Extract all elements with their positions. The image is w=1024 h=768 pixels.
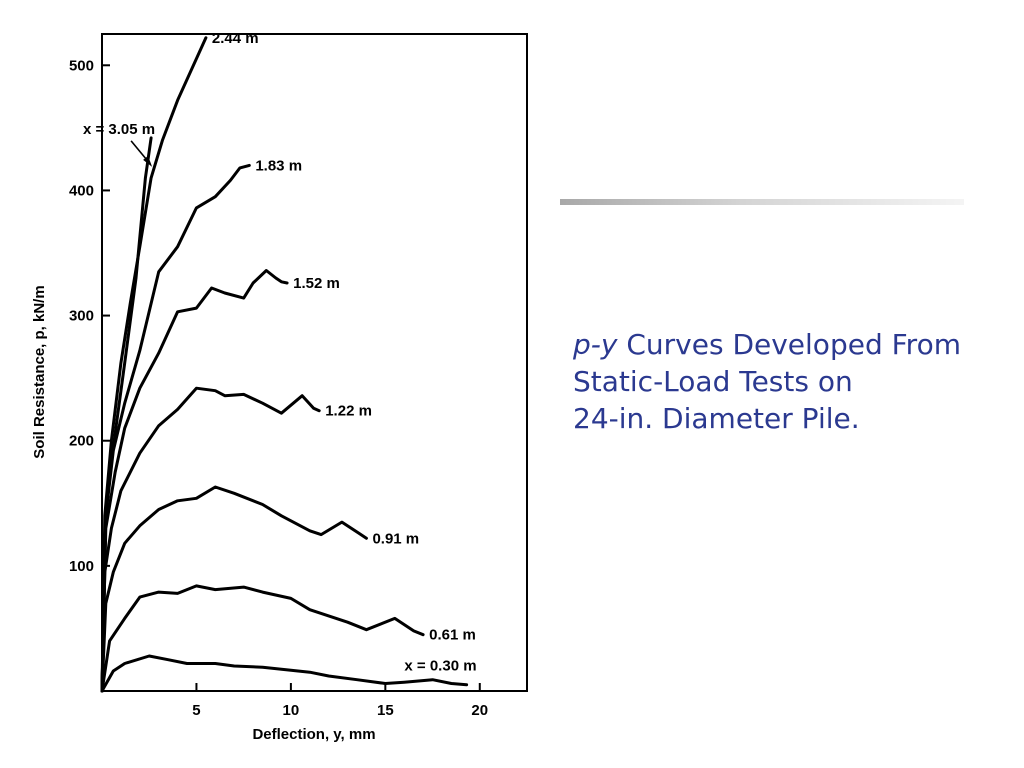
caption-line-3: 24-in. Diameter Pile. — [573, 402, 860, 435]
curve-series-7 — [100, 36, 208, 693]
y-tick-label: 300 — [69, 308, 94, 325]
y-tick-label: 400 — [69, 182, 94, 199]
curve-label: 1.52 m — [293, 275, 340, 292]
curve-series-0 — [100, 654, 469, 693]
curve-label: 0.61 m — [429, 627, 476, 644]
x-tick-label: 5 — [192, 702, 200, 719]
y-tick-label: 200 — [69, 433, 94, 450]
curve-label: 1.83 m — [255, 157, 302, 174]
curves — [100, 36, 469, 693]
slide-caption: p-y Curves Developed From Static-Load Te… — [573, 326, 1013, 437]
caption-line-2: Static-Load Tests on — [573, 365, 853, 398]
caption-line-1: p-y Curves Developed From — [573, 326, 1013, 363]
curve-labels: x = 0.30 m 0.61 m 0.91 m 1.22 m 1.52 m 1.83 m… — [83, 30, 477, 675]
decorative-rule — [560, 199, 964, 205]
curve-label: 1.22 m — [325, 403, 372, 420]
x-tick-label: 15 — [377, 702, 394, 719]
label-arrowhead — [143, 155, 153, 167]
curve-series-1 — [100, 584, 425, 693]
curve-label: x = 0.30 m — [404, 658, 476, 675]
curve-series-4 — [100, 269, 289, 693]
x-axis-title: Deflection, y, mm — [252, 726, 375, 743]
y-tick-label: 100 — [69, 558, 94, 575]
curve-series-3 — [100, 386, 321, 693]
curve-label: 0.91 m — [372, 530, 419, 547]
x-tick-label: 10 — [283, 702, 300, 719]
y-tick-label: 500 — [69, 57, 94, 74]
curve-label: 2.44 m — [212, 30, 259, 47]
plot-frame — [101, 33, 528, 692]
caption-italic-py: p-y — [573, 328, 618, 361]
curve-label: x = 3.05 m — [83, 121, 155, 138]
y-axis-title: Soil Resistance, p, kN/m — [31, 285, 48, 458]
x-tick-label: 20 — [471, 702, 488, 719]
caption-line-1-text: Curves Developed From — [617, 328, 961, 361]
curve-series-2 — [100, 485, 368, 693]
